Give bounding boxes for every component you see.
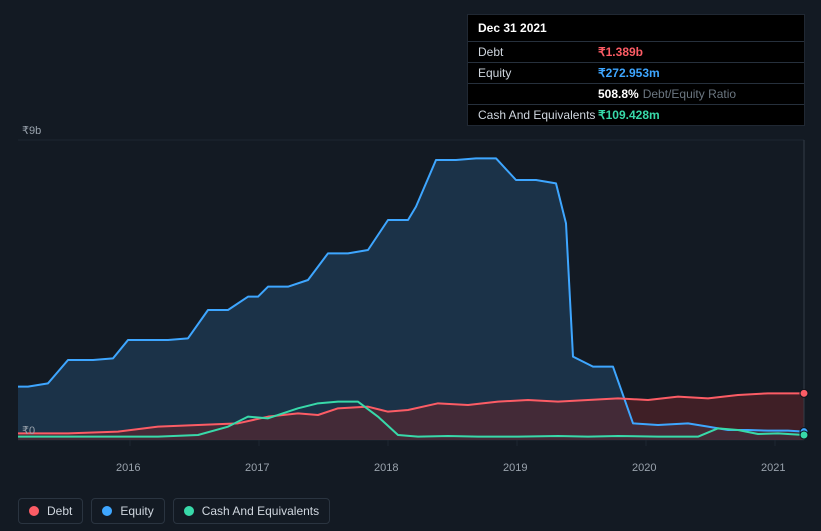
tooltip-row-value: ₹272.953m [598, 66, 660, 80]
chart-tooltip: Dec 31 2021 Debt₹1.389bEquity₹272.953m50… [467, 14, 805, 126]
legend-label: Debt [47, 504, 72, 518]
tooltip-row: Equity₹272.953m [468, 62, 804, 83]
legend-label: Equity [120, 504, 153, 518]
legend-swatch [29, 506, 39, 516]
x-axis-label: 2017 [245, 462, 269, 474]
tooltip-row-label [478, 87, 598, 101]
x-axis-label: 2019 [503, 462, 527, 474]
tooltip-row-secondary: Debt/Equity Ratio [643, 87, 736, 101]
legend-swatch [184, 506, 194, 516]
x-axis-label: 2018 [374, 462, 398, 474]
chart-legend: Debt Equity Cash And Equivalents [18, 498, 330, 524]
tooltip-row-value: 508.8% [598, 87, 639, 101]
x-axis-label: 2020 [632, 462, 656, 474]
legend-item-cash-and-equivalents[interactable]: Cash And Equivalents [173, 498, 330, 524]
tooltip-row: Cash And Equivalents₹109.428m [468, 104, 804, 125]
tooltip-date: Dec 31 2021 [468, 15, 804, 41]
tooltip-row: 508.8% Debt/Equity Ratio [468, 83, 804, 104]
legend-swatch [102, 506, 112, 516]
legend-item-debt[interactable]: Debt [18, 498, 83, 524]
tooltip-row-value: ₹109.428m [598, 108, 660, 122]
legend-label: Cash And Equivalents [202, 504, 319, 518]
y-axis-label: ₹9b [22, 124, 41, 137]
x-axis-label: 2016 [116, 462, 140, 474]
tooltip-row: Debt₹1.389b [468, 41, 804, 62]
y-axis-label: ₹0 [22, 424, 35, 437]
tooltip-row-label: Equity [478, 66, 598, 80]
tooltip-row-label: Cash And Equivalents [478, 108, 598, 122]
x-axis-label: 2021 [761, 462, 785, 474]
tooltip-row-value: ₹1.389b [598, 45, 643, 59]
tooltip-row-label: Debt [478, 45, 598, 59]
legend-item-equity[interactable]: Equity [91, 498, 164, 524]
